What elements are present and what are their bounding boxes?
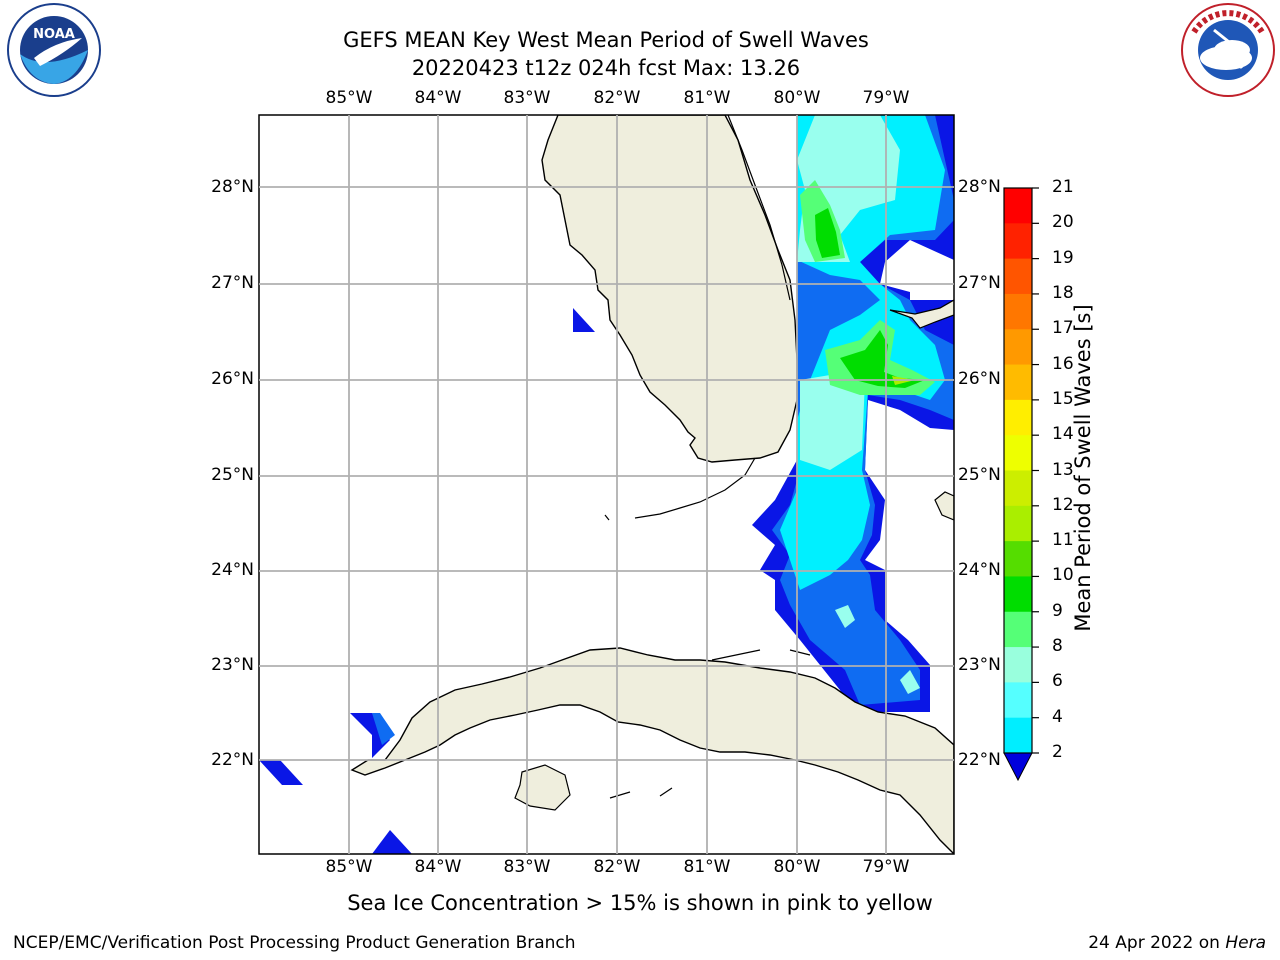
noaa-logo: NOAA (7, 3, 101, 97)
lat-label-right-27n: 27°N (958, 273, 1001, 293)
colorbar-tick-label: 8 (1052, 636, 1063, 657)
colorbar-cell (1004, 470, 1032, 507)
lat-label-left-26n: 26°N (211, 369, 254, 389)
plot-title-line2: 20220423 t12z 024h fcst Max: 13.26 (411, 56, 801, 80)
colorbar-tick-label: 20 (1052, 212, 1074, 233)
colorbar-tick-label: 10 (1052, 565, 1074, 586)
colorbar-tick-label: 11 (1052, 530, 1074, 551)
colorbar-tick-label: 15 (1052, 388, 1074, 409)
footer-date-text: 24 Apr 2022 on (1088, 933, 1226, 953)
lat-label-left-27n: 27°N (211, 273, 254, 293)
colorbar-tick-label: 17 (1052, 318, 1074, 339)
lat-label-right-26n: 26°N (958, 369, 1001, 389)
lat-label-left-23n: 23°N (211, 655, 254, 675)
lon-label-top-80w: 80°W (773, 88, 821, 108)
noaa-logo-text: NOAA (33, 27, 75, 42)
land-florida (541, 115, 798, 463)
footer-date: 24 Apr 2022 on Hera (1088, 933, 1266, 953)
lat-label-right-24n: 24°N (958, 560, 1001, 580)
colorbar-cell (1004, 293, 1032, 330)
lon-label-top-82w: 82°W (593, 88, 641, 108)
colorbar-cell (1004, 505, 1032, 542)
colorbar-tick-label: 16 (1052, 353, 1074, 374)
colorbar-cell (1004, 682, 1032, 719)
graticule (259, 115, 954, 854)
plot-title-line1: GEFS MEAN Key West Mean Period of Swell … (343, 28, 869, 52)
lon-label-bottom-82w: 82°W (593, 857, 641, 877)
colorbar (1003, 187, 1039, 782)
colorbar-cell (1004, 223, 1032, 260)
lon-label-bottom-81w: 81°W (683, 857, 731, 877)
colorbar-cell (1004, 258, 1032, 295)
colorbar-tick-label: 14 (1052, 424, 1074, 445)
lat-label-right-25n: 25°N (958, 465, 1001, 485)
lat-label-right-28n: 28°N (958, 177, 1001, 197)
colorbar-cell (1004, 364, 1032, 401)
colorbar-cell (1004, 541, 1032, 577)
lon-label-bottom-85w: 85°W (325, 857, 373, 877)
sea-ice-caption: Sea Ice Concentration > 15% is shown in … (347, 891, 933, 915)
lon-label-bottom-84w: 84°W (414, 857, 462, 877)
colorbar-cell (1004, 576, 1032, 613)
colorbar-tick-label: 6 (1052, 671, 1063, 692)
colorbar-cell (1004, 647, 1032, 683)
colorbar-tick-label: 13 (1052, 459, 1074, 480)
lon-label-top-84w: 84°W (414, 88, 462, 108)
colorbar-cell (1004, 188, 1032, 224)
colorbar-label: Mean Period of Swell Waves [s] (1071, 304, 1095, 632)
lat-label-right-23n: 23°N (958, 655, 1001, 675)
nws-logo (1181, 3, 1275, 97)
colorbar-tick-label: 4 (1052, 706, 1063, 727)
colorbar-cell (1004, 611, 1032, 648)
lat-label-left-25n: 25°N (211, 465, 254, 485)
lon-label-bottom-83w: 83°W (503, 857, 551, 877)
colorbar-tick-label: 18 (1052, 282, 1074, 303)
lon-label-top-85w: 85°W (325, 88, 373, 108)
swell-period-field (752, 115, 954, 712)
colorbar-cell (1004, 717, 1032, 754)
lat-label-right-22n: 22°N (958, 750, 1001, 770)
colorbar-cell (1004, 399, 1032, 436)
lat-label-left-24n: 24°N (211, 560, 254, 580)
lon-label-top-83w: 83°W (503, 88, 551, 108)
colorbar-tick-label: 19 (1052, 247, 1074, 268)
colorbar-cell (1004, 435, 1032, 471)
footer-host: Hera (1225, 933, 1266, 953)
colorbar-tick-label: 9 (1052, 600, 1063, 621)
lon-label-top-79w: 79°W (862, 88, 910, 108)
lon-label-top-81w: 81°W (683, 88, 731, 108)
colorbar-cell (1004, 329, 1032, 366)
footer-branch: NCEP/EMC/Verification Post Processing Pr… (13, 933, 576, 953)
lat-label-left-22n: 22°N (211, 750, 254, 770)
colorbar-tick-label: 21 (1052, 177, 1074, 197)
lon-label-bottom-80w: 80°W (773, 857, 821, 877)
colorbar-tick-label: 2 (1052, 742, 1063, 762)
lat-label-left-28n: 28°N (211, 177, 254, 197)
colorbar-tick-label: 12 (1052, 494, 1074, 515)
lon-label-bottom-79w: 79°W (862, 857, 910, 877)
